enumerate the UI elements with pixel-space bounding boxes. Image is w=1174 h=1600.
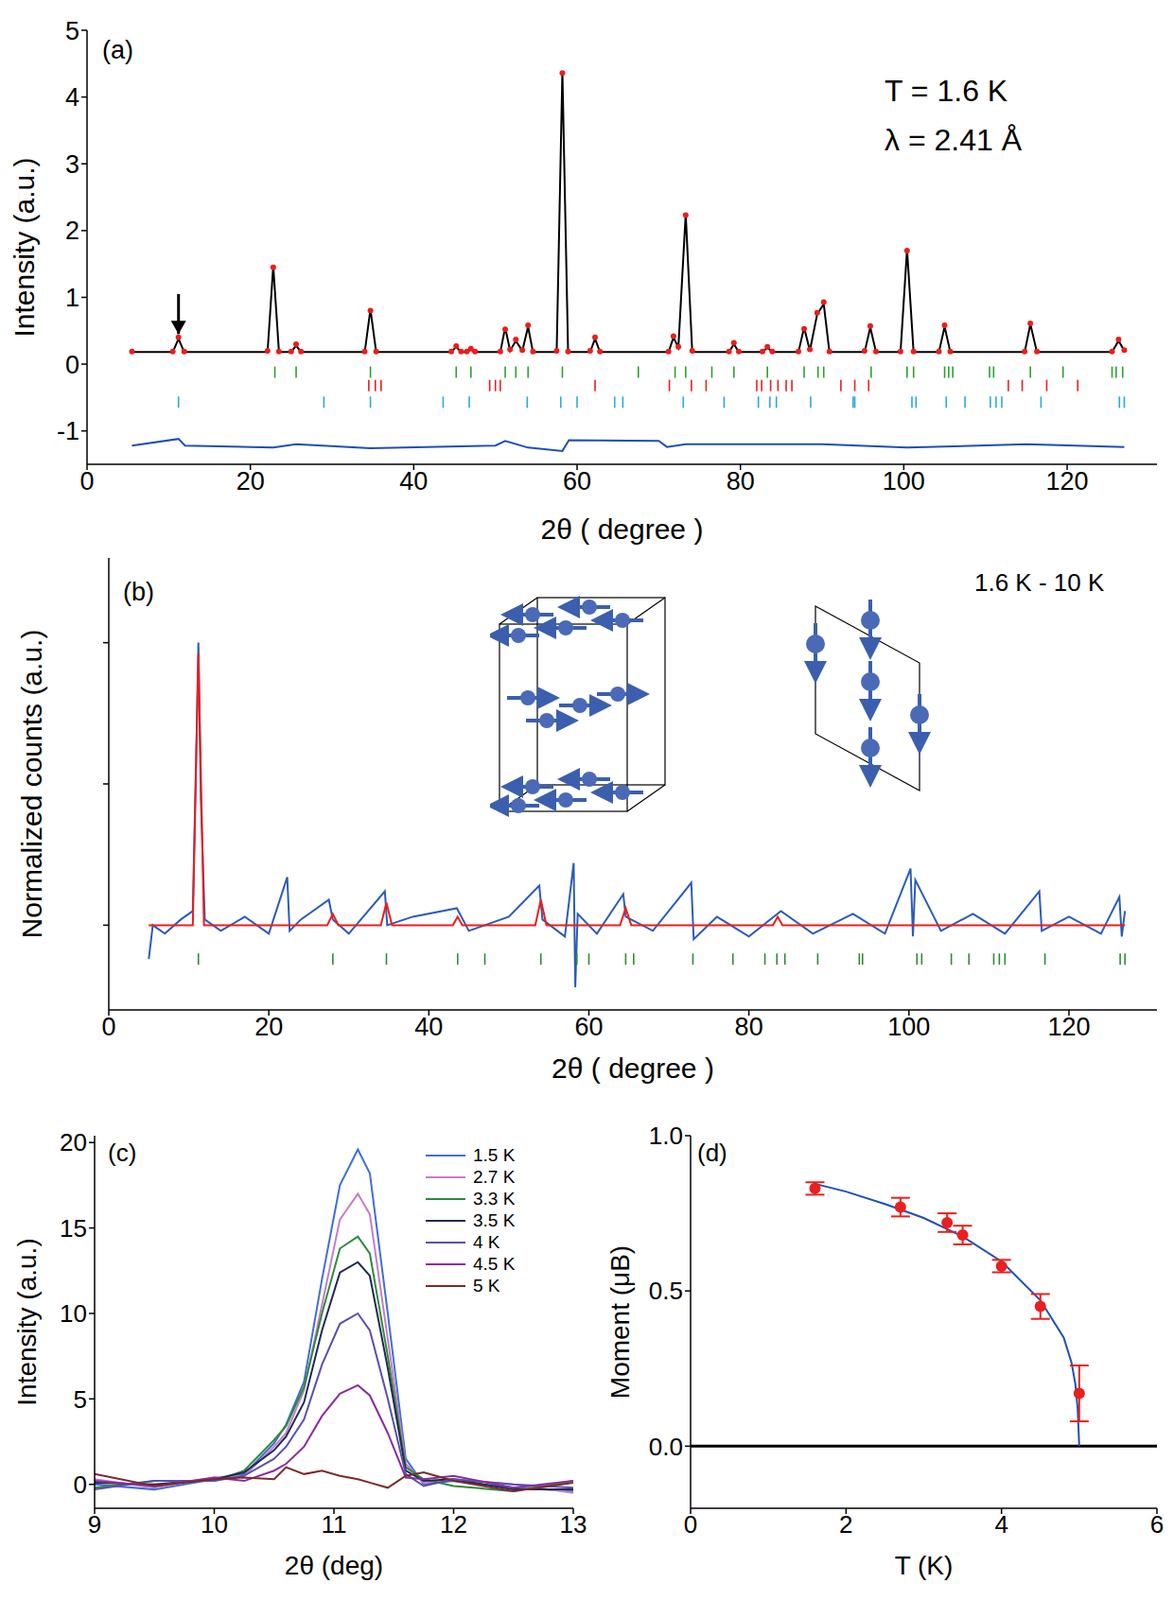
html-text:(b): (b)	[122, 578, 155, 607]
svg-text:0: 0	[73, 1471, 88, 1500]
svg-text:80: 80	[726, 467, 755, 496]
svg-text:120: 120	[1047, 1013, 1090, 1042]
html-text:4 K: 4 K	[473, 1232, 500, 1253]
svg-text:0.5: 0.5	[648, 1277, 684, 1306]
html-text:(d): (d)	[697, 1138, 728, 1168]
html-text:(c): (c)	[107, 1138, 137, 1168]
html-text:λ = 2.41 Å: λ = 2.41 Å	[884, 122, 1022, 158]
svg-text:T (K): T (K)	[894, 1551, 954, 1581]
html-text:5 K: 5 K	[473, 1275, 500, 1296]
svg-text:1.0: 1.0	[648, 1121, 684, 1151]
svg-text:2θ ( degree ): 2θ ( degree )	[541, 513, 704, 545]
svg-text:40: 40	[414, 1013, 443, 1042]
svg-text:60: 60	[562, 467, 592, 496]
svg-text:Moment (μB): Moment (μB)	[605, 1245, 635, 1400]
svg-text:60: 60	[574, 1013, 603, 1042]
html-text:3.5 K: 3.5 K	[473, 1210, 516, 1231]
svg-text:-1: -1	[56, 417, 80, 446]
svg-text:4: 4	[994, 1510, 1008, 1540]
svg-text:0.0: 0.0	[648, 1433, 684, 1462]
svg-text:120: 120	[1045, 467, 1088, 496]
svg-text:2: 2	[839, 1510, 853, 1540]
svg-text:0: 0	[65, 350, 80, 380]
svg-text:0: 0	[79, 467, 94, 496]
svg-text:2θ ( degree ): 2θ ( degree )	[551, 1052, 715, 1085]
svg-text:80: 80	[735, 1013, 764, 1042]
html-text:T = 1.6 K: T = 1.6 K	[884, 73, 1008, 108]
svg-text:0: 0	[101, 1013, 116, 1042]
html-text:4.5 K: 4.5 K	[473, 1253, 516, 1274]
svg-text:Intensity (a.u.): Intensity (a.u.)	[12, 1238, 42, 1406]
svg-text:Normalized counts (a.u.): Normalized counts (a.u.)	[16, 630, 48, 940]
svg-text:0: 0	[683, 1510, 698, 1540]
svg-text:5: 5	[73, 1385, 88, 1415]
html-text:(a): (a)	[102, 35, 134, 65]
svg-text:40: 40	[399, 467, 428, 496]
svg-text:5: 5	[65, 17, 80, 46]
svg-text:100: 100	[882, 467, 926, 496]
svg-text:100: 100	[887, 1013, 930, 1042]
svg-text:6: 6	[1150, 1510, 1164, 1540]
svg-text:10: 10	[200, 1510, 228, 1540]
svg-text:10: 10	[59, 1299, 88, 1329]
svg-text:Intensity (a.u.): Intensity (a.u.)	[8, 157, 40, 337]
svg-text:15: 15	[59, 1214, 88, 1244]
html-text:3.3 K: 3.3 K	[473, 1188, 516, 1209]
svg-text:1: 1	[65, 283, 80, 313]
svg-text:12: 12	[439, 1510, 468, 1540]
svg-text:20: 20	[236, 467, 265, 496]
html-text:1.6 K - 10 K: 1.6 K - 10 K	[974, 568, 1105, 597]
svg-text:4: 4	[65, 83, 80, 112]
svg-text:11: 11	[321, 1510, 348, 1540]
svg-text:20: 20	[59, 1128, 88, 1157]
html-text:1.5 K: 1.5 K	[473, 1145, 516, 1166]
svg-text:9: 9	[87, 1510, 102, 1540]
svg-text:2: 2	[65, 216, 80, 246]
svg-text:20: 20	[254, 1013, 283, 1042]
svg-text:13: 13	[560, 1510, 588, 1540]
svg-text:2θ (deg): 2θ (deg)	[284, 1551, 384, 1581]
html-text:2.7 K: 2.7 K	[473, 1166, 516, 1187]
svg-text:3: 3	[65, 150, 80, 179]
